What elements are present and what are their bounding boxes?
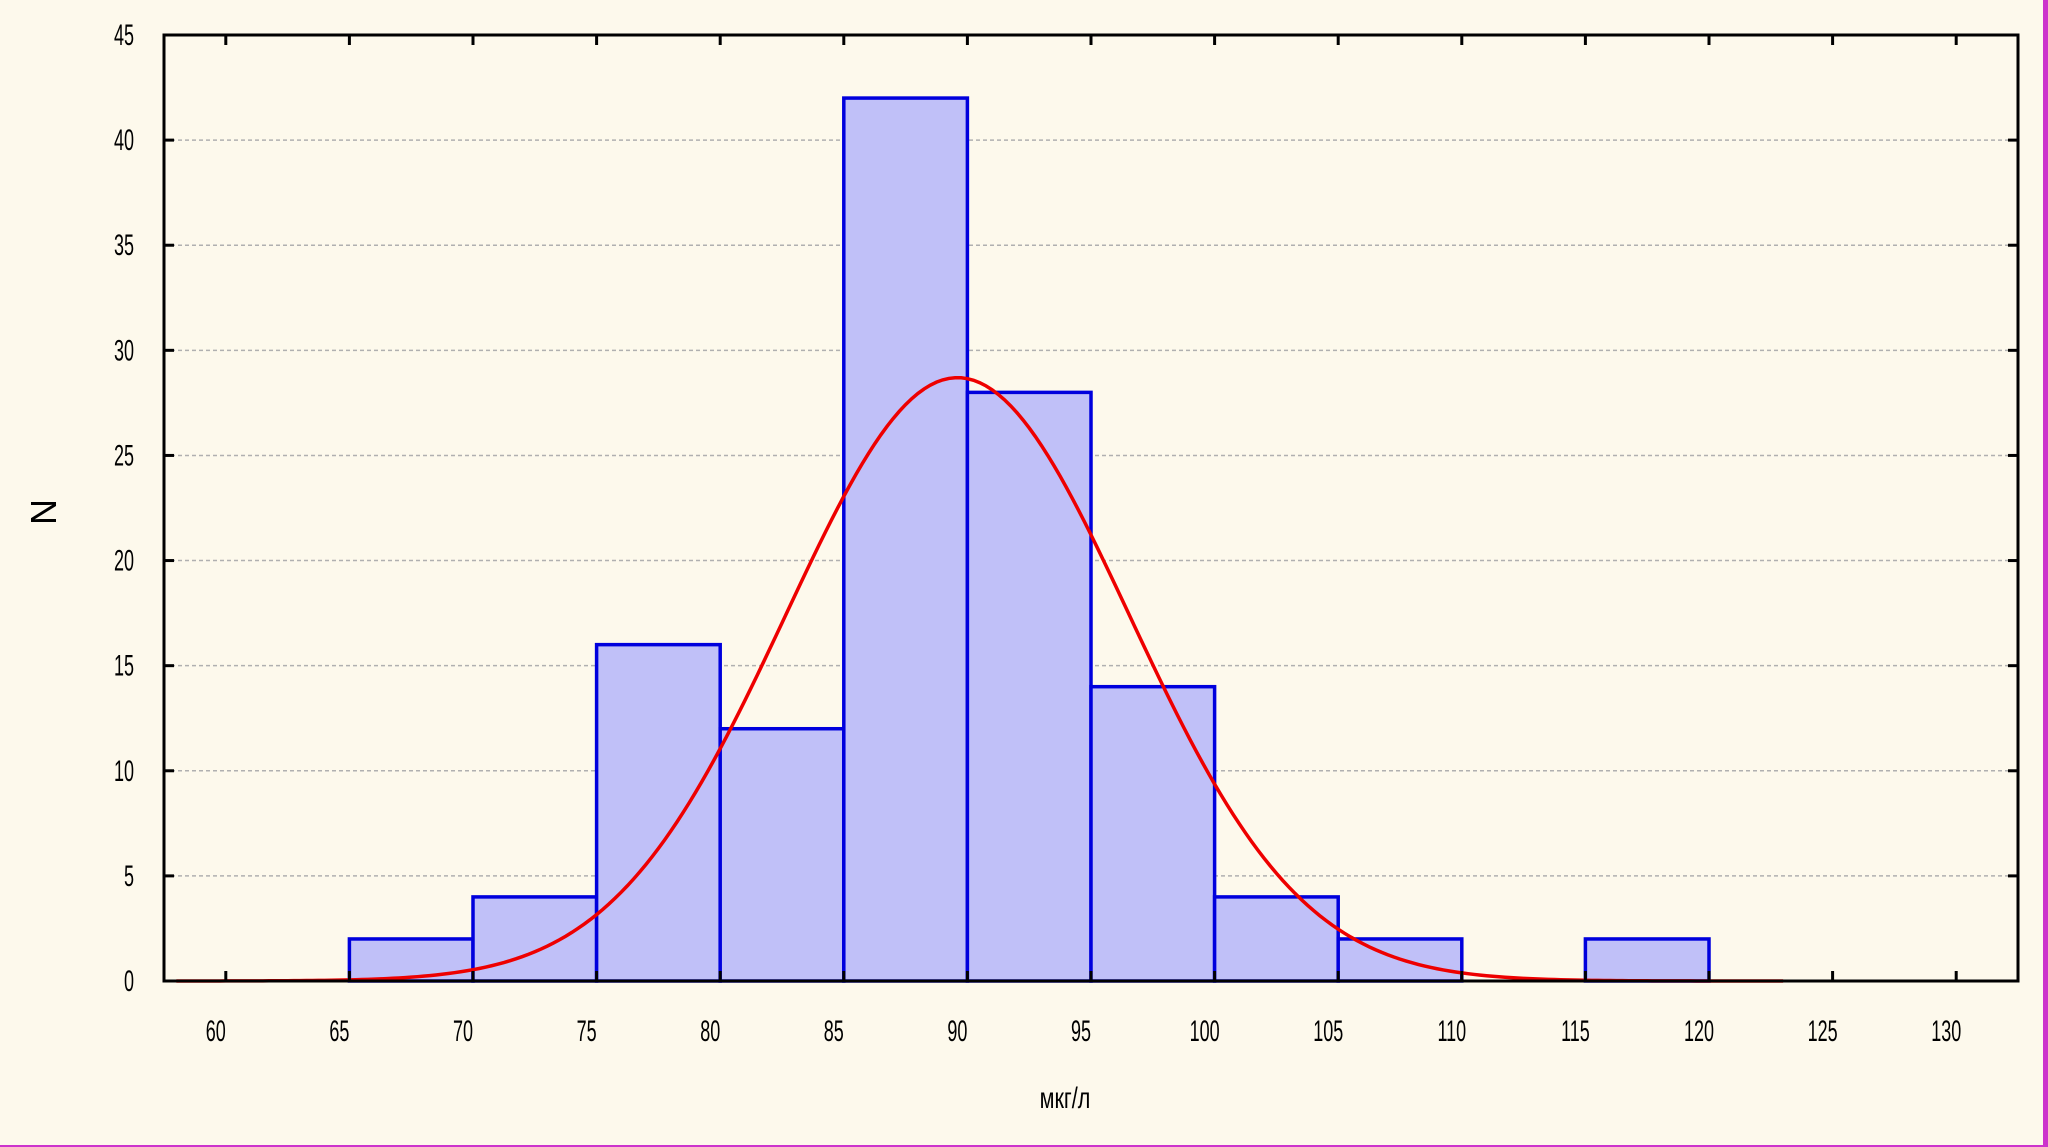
y-tick-label: 5 xyxy=(124,860,134,893)
histogram-bar xyxy=(1583,937,1711,983)
histogram-bar xyxy=(1089,684,1217,983)
y-tick-label: 20 xyxy=(114,545,134,578)
y-tick-label: 40 xyxy=(114,125,134,158)
y-tick-label: 30 xyxy=(114,335,134,368)
normal-curve xyxy=(176,375,1784,983)
histogram-bar xyxy=(965,390,1093,983)
histogram-bar xyxy=(347,937,475,983)
x-tick-label: 70 xyxy=(453,1016,473,1049)
x-tick-label: 105 xyxy=(1313,1016,1343,1049)
y-tick-label: 25 xyxy=(114,440,134,473)
histogram-bar xyxy=(842,96,970,983)
x-axis-title: мкг/л xyxy=(1040,1080,1091,1114)
y-axis-ticks: 0 5 10 15 20 25 30 35 40 45 xyxy=(114,20,2018,999)
x-tick-label: 115 xyxy=(1561,1016,1590,1049)
normal-curve-layer xyxy=(176,375,1784,983)
x-tick-label: 120 xyxy=(1684,1016,1714,1049)
x-tick-label: 75 xyxy=(577,1016,597,1049)
x-tick-label: 110 xyxy=(1437,1016,1466,1049)
histogram-bar xyxy=(718,726,846,983)
x-tick-label: 95 xyxy=(1071,1016,1091,1049)
histogram-bars xyxy=(347,96,1711,983)
y-tick-label: 10 xyxy=(114,755,134,788)
x-tick-label: 130 xyxy=(1931,1016,1961,1049)
x-tick-label: 60 xyxy=(206,1016,226,1049)
histogram-bar xyxy=(1212,895,1340,983)
x-tick-label: 65 xyxy=(329,1016,349,1049)
x-tick-label: 90 xyxy=(947,1016,967,1049)
y-tick-label: 45 xyxy=(114,20,134,53)
x-tick-label: 80 xyxy=(700,1016,720,1049)
histogram-bar xyxy=(594,642,722,983)
x-tick-label: 125 xyxy=(1808,1016,1838,1049)
histogram-bar xyxy=(471,895,599,983)
x-axis-ticks: 60 65 70 75 80 85 90 95 100 105 110 115 120 125 130 xyxy=(206,35,1961,1048)
y-tick-label: 0 xyxy=(124,966,134,999)
y-tick-label: 35 xyxy=(114,230,134,263)
y-axis-title: N xyxy=(23,499,64,525)
x-tick-label: 100 xyxy=(1190,1016,1220,1049)
y-tick-label: 15 xyxy=(114,650,134,683)
x-tick-label: 85 xyxy=(824,1016,844,1049)
